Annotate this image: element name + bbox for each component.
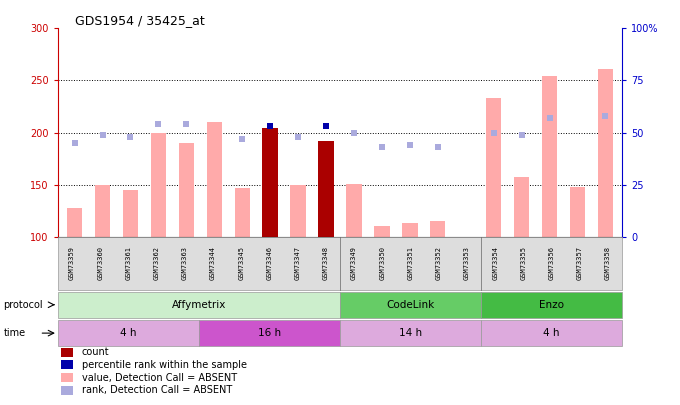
Point [488, 130, 499, 136]
Point [237, 136, 248, 142]
Text: value, Detection Call = ABSENT: value, Detection Call = ABSENT [82, 373, 237, 383]
Bar [318, 141, 334, 237]
Bar [290, 185, 306, 237]
Text: protocol: protocol [3, 300, 43, 310]
Bar [570, 187, 585, 237]
Bar [374, 226, 390, 237]
Text: GSM73362: GSM73362 [154, 246, 160, 280]
Bar [402, 224, 418, 237]
Text: GSM73360: GSM73360 [97, 246, 103, 280]
Text: GDS1954 / 35425_at: GDS1954 / 35425_at [75, 14, 205, 27]
Text: GSM73352: GSM73352 [436, 246, 442, 280]
Text: GSM73345: GSM73345 [238, 246, 244, 280]
Bar [430, 221, 445, 237]
Text: GSM73354: GSM73354 [492, 246, 498, 280]
Point [265, 123, 275, 130]
Point [544, 115, 555, 121]
Bar [514, 177, 529, 237]
Bar [123, 190, 138, 237]
Point [432, 144, 443, 151]
Text: 4 h: 4 h [543, 328, 560, 338]
Text: GSM73355: GSM73355 [520, 246, 526, 280]
Text: 14 h: 14 h [399, 328, 422, 338]
Text: CodeLink: CodeLink [386, 300, 435, 310]
Point [405, 142, 415, 148]
Bar [262, 128, 278, 237]
Bar [179, 143, 194, 237]
Text: GSM73361: GSM73361 [125, 246, 131, 280]
Bar [207, 122, 222, 237]
Text: 16 h: 16 h [258, 328, 281, 338]
Point [125, 134, 136, 140]
Text: 4 h: 4 h [120, 328, 137, 338]
Text: GSM73356: GSM73356 [549, 246, 555, 280]
Point [600, 113, 611, 119]
Text: GSM73353: GSM73353 [464, 246, 470, 280]
Bar [235, 188, 250, 237]
Text: Affymetrix: Affymetrix [172, 300, 226, 310]
Text: percentile rank within the sample: percentile rank within the sample [82, 360, 247, 370]
Bar [486, 98, 501, 237]
Bar [67, 208, 82, 237]
Text: GSM73363: GSM73363 [182, 246, 188, 280]
Text: GSM73351: GSM73351 [407, 246, 413, 280]
Text: GSM73359: GSM73359 [69, 246, 75, 280]
Text: GSM73350: GSM73350 [379, 246, 386, 280]
Text: GSM73358: GSM73358 [605, 246, 611, 280]
Bar [151, 133, 166, 237]
Bar [346, 184, 362, 237]
Text: GSM73347: GSM73347 [294, 246, 301, 280]
Point [97, 132, 108, 138]
Point [181, 121, 192, 128]
Text: time: time [3, 328, 26, 338]
Point [349, 130, 360, 136]
Point [320, 123, 331, 130]
Text: GSM73344: GSM73344 [210, 246, 216, 280]
Text: count: count [82, 347, 109, 357]
Point [292, 134, 303, 140]
Point [69, 140, 80, 146]
Text: GSM73348: GSM73348 [323, 246, 329, 280]
Point [153, 121, 164, 128]
Text: GSM73357: GSM73357 [577, 246, 583, 280]
Text: GSM73349: GSM73349 [351, 246, 357, 280]
Text: GSM73346: GSM73346 [267, 246, 273, 280]
Bar [95, 185, 110, 237]
Text: Enzo: Enzo [539, 300, 564, 310]
Bar [598, 69, 613, 237]
Point [516, 132, 527, 138]
Text: rank, Detection Call = ABSENT: rank, Detection Call = ABSENT [82, 385, 232, 395]
Bar [542, 76, 557, 237]
Point [377, 144, 388, 151]
